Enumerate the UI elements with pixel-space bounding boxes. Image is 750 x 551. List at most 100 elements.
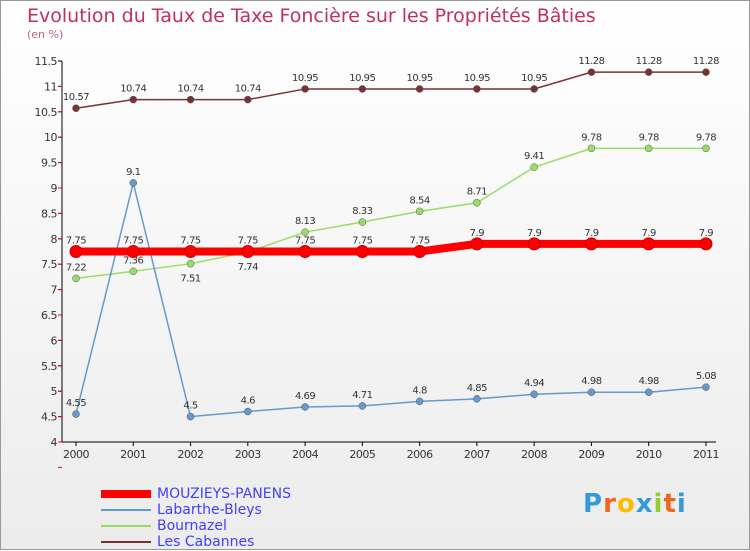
data-point xyxy=(702,144,710,153)
data-label: 11.28 xyxy=(636,56,662,67)
data-label: 11.28 xyxy=(693,56,719,67)
x-tick-label: 2002 xyxy=(178,448,204,461)
legend-label: MOUZIEYS-PANENS xyxy=(157,486,291,502)
legend-label: Les Cabannes xyxy=(157,534,255,550)
data-point xyxy=(298,245,312,258)
y-tick-label: 5 xyxy=(51,385,58,398)
data-point xyxy=(358,402,367,410)
data-label: 7.75 xyxy=(409,236,429,247)
data-point xyxy=(301,403,309,411)
data-point xyxy=(530,163,538,171)
series-line-1 xyxy=(75,182,707,418)
data-label: 10.95 xyxy=(521,73,547,84)
data-label: 10.74 xyxy=(177,84,203,95)
y-tick-label: 11 xyxy=(44,80,57,93)
series-line-3 xyxy=(75,71,706,109)
data-point xyxy=(702,68,710,76)
data-label: 7.74 xyxy=(238,262,258,273)
legend-swatch xyxy=(101,509,151,511)
data-point xyxy=(244,95,252,104)
data-point xyxy=(129,267,138,276)
legend-swatch xyxy=(101,525,151,527)
data-label: 7.36 xyxy=(123,255,143,266)
data-point xyxy=(301,85,309,93)
data-label: 4.55 xyxy=(66,398,86,409)
legend-label: Labarthe-Bleys xyxy=(157,502,262,518)
y-tick-label: 10 xyxy=(44,131,57,144)
data-point xyxy=(301,228,309,236)
data-point xyxy=(415,85,424,93)
data-point xyxy=(69,245,83,258)
data-label: 7.9 xyxy=(470,228,485,239)
data-point xyxy=(413,245,427,258)
data-point xyxy=(129,95,138,104)
legend-label: Bournazel xyxy=(157,518,227,534)
data-point xyxy=(184,245,198,258)
data-label: 4.5 xyxy=(183,401,198,412)
data-point xyxy=(473,198,481,207)
data-label: 7.9 xyxy=(641,228,656,239)
data-label: 7.75 xyxy=(180,236,200,247)
data-label: 8.54 xyxy=(409,195,429,206)
data-point xyxy=(126,245,140,258)
data-point xyxy=(644,388,653,396)
data-label: 4.94 xyxy=(524,378,544,389)
data-point xyxy=(186,95,195,104)
y-tick-label: 7 xyxy=(51,284,58,297)
data-label: 4.85 xyxy=(467,383,487,394)
data-point xyxy=(699,237,713,251)
legend-item: MOUZIEYS-PANENS xyxy=(101,486,291,502)
data-point xyxy=(473,395,481,403)
data-label: 10.95 xyxy=(292,73,318,84)
y-axis-unit: (en %) xyxy=(27,28,64,41)
data-point xyxy=(702,383,710,391)
data-label: 7.22 xyxy=(66,262,86,273)
x-tick-label: 2009 xyxy=(578,448,604,461)
data-point xyxy=(72,410,80,418)
data-point xyxy=(129,179,138,187)
x-tick-label: 2010 xyxy=(636,448,662,461)
x-tick-label: 2006 xyxy=(407,448,433,461)
legend: MOUZIEYS-PANENS Labarthe-Bleys Bournazel Le… xyxy=(101,486,291,550)
chart-title: Evolution du Taux de Taxe Foncière sur l… xyxy=(27,5,596,27)
y-tick-label: 8.5 xyxy=(41,207,57,220)
data-point xyxy=(186,259,195,268)
data-label: 4.69 xyxy=(295,391,315,402)
data-label: 7.75 xyxy=(295,236,315,247)
data-point xyxy=(241,245,255,258)
series-line-0 xyxy=(76,239,706,256)
y-tick-label: 8 xyxy=(51,233,58,246)
data-label: 7.9 xyxy=(527,228,542,239)
data-point xyxy=(186,412,195,421)
data-point xyxy=(584,237,598,251)
data-point xyxy=(587,144,596,153)
data-label: 10.95 xyxy=(407,73,433,84)
y-tick-label: 4 xyxy=(51,436,58,449)
legend-item: Labarthe-Bleys xyxy=(101,502,291,518)
y-tick-label: 4.5 xyxy=(41,411,57,424)
data-label: 5.08 xyxy=(696,371,716,382)
data-point xyxy=(72,274,80,283)
data-label: 7.9 xyxy=(584,228,599,239)
data-label: 4.6 xyxy=(241,396,256,407)
x-tick-label: 2004 xyxy=(292,448,318,461)
data-label: 10.95 xyxy=(349,73,375,84)
data-label: 7.51 xyxy=(180,274,200,285)
data-point xyxy=(642,237,656,251)
data-label: 10.74 xyxy=(120,84,146,95)
y-tick-label: 9 xyxy=(51,182,58,195)
data-label: 9.41 xyxy=(524,151,544,162)
x-tick-label: 2001 xyxy=(120,448,146,461)
data-point xyxy=(358,218,367,226)
data-point xyxy=(527,237,541,251)
data-label: 8.13 xyxy=(295,216,315,227)
data-label: 4.8 xyxy=(412,385,427,396)
data-point xyxy=(358,85,367,93)
data-label: 4.98 xyxy=(639,376,659,387)
data-label: 9.78 xyxy=(639,132,659,143)
y-tick-label: 11.5 xyxy=(35,55,58,68)
y-tick-label: 5.5 xyxy=(41,360,57,373)
data-label: 10.57 xyxy=(63,92,89,103)
